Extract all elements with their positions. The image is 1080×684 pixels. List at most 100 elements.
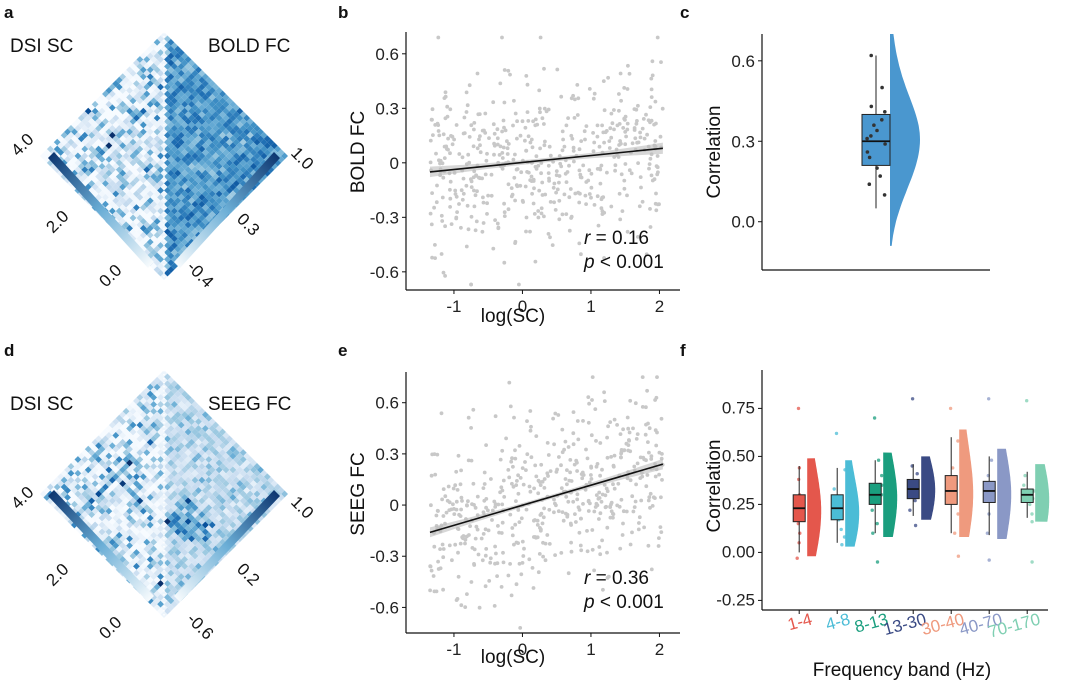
scatter-point xyxy=(461,176,466,181)
scatter-point xyxy=(469,458,474,463)
heatmap-cell xyxy=(150,566,158,574)
heatmap-cell xyxy=(150,483,158,491)
heatmap-cell xyxy=(215,438,223,446)
heatmap-cell xyxy=(81,463,89,470)
heatmap-cell xyxy=(112,438,120,446)
heatmap-cell xyxy=(260,469,268,477)
scatter-point xyxy=(622,448,627,453)
heatmap-cell xyxy=(215,535,223,543)
colorbar-tick-label: 0.2 xyxy=(233,559,263,589)
scatter-point xyxy=(649,567,654,572)
heatmap-cell xyxy=(143,414,151,422)
heatmap-cell xyxy=(174,390,182,398)
scatter-point xyxy=(564,123,569,128)
heatmap-cell xyxy=(184,490,192,498)
heatmap-cell xyxy=(208,80,216,88)
heatmap-cell xyxy=(177,111,185,119)
data-point xyxy=(987,558,991,562)
heatmap-cell xyxy=(129,442,137,450)
scatter-point xyxy=(643,432,648,437)
heatmap-cell xyxy=(170,476,178,484)
scatter-point xyxy=(552,442,556,447)
heatmap-cell xyxy=(167,259,175,267)
scatter-point xyxy=(625,121,630,126)
heatmap-cell xyxy=(115,463,123,470)
heatmap-cell xyxy=(150,97,158,105)
heatmap-cell xyxy=(181,521,189,529)
scatter-point xyxy=(524,74,529,78)
scatter-point xyxy=(597,517,601,521)
heatmap-cell xyxy=(133,73,140,81)
heatmap-cell xyxy=(129,504,137,512)
heatmap-cell xyxy=(122,483,130,491)
heatmap-cell xyxy=(170,428,178,436)
heatmap-cell xyxy=(105,190,113,198)
data-point xyxy=(795,556,799,560)
heatmap-cell xyxy=(177,173,185,181)
heatmap-cell xyxy=(229,128,237,136)
data-point xyxy=(865,150,870,154)
heatmap-cell xyxy=(122,180,130,187)
heatmap-cell xyxy=(243,487,251,494)
scatter-point xyxy=(580,470,585,475)
heatmap-cell xyxy=(195,149,202,156)
scatter-point xyxy=(533,463,538,468)
scatter-point xyxy=(601,587,605,592)
heatmap-cell xyxy=(181,211,189,218)
scatter-point xyxy=(635,119,639,123)
heatmap-cell xyxy=(188,459,195,467)
heatmap-cell xyxy=(133,487,140,494)
heatmap-cell xyxy=(133,418,140,426)
heatmap-cell xyxy=(232,449,240,457)
scatter-point xyxy=(605,170,609,175)
scatter-point xyxy=(539,206,544,211)
heatmap-cell xyxy=(267,145,275,153)
heatmap-cell xyxy=(212,173,220,181)
heatmap-cell xyxy=(226,456,233,463)
heatmap-cell xyxy=(198,435,206,443)
heatmap-cell xyxy=(181,562,189,570)
heatmap-cell xyxy=(222,438,230,446)
heatmap-cell xyxy=(160,370,168,377)
scatter-point xyxy=(634,121,639,126)
heatmap-cell xyxy=(98,432,106,439)
scatter-point xyxy=(612,486,617,491)
scatter-point xyxy=(601,79,606,83)
heatmap-cell xyxy=(153,383,161,391)
y-axis-label: Correlation xyxy=(704,106,725,199)
scatter-point xyxy=(619,497,624,502)
heatmap-cell xyxy=(133,473,140,481)
scatter-point xyxy=(528,178,533,183)
scatter-point xyxy=(461,191,466,196)
scatter-point xyxy=(575,497,580,502)
heatmap-cell xyxy=(239,483,247,491)
scatter-point xyxy=(548,235,552,240)
heatmap-cell xyxy=(164,69,171,77)
heatmap-cell xyxy=(188,404,195,412)
heatmap-cell xyxy=(122,207,130,215)
scatter-point xyxy=(492,152,496,157)
heatmap-cell xyxy=(67,469,75,477)
axes: -0.6-0.300.30.6-1 0 1 2 xyxy=(370,32,680,316)
heatmap-cell xyxy=(205,138,213,146)
heatmap-cell xyxy=(133,87,140,94)
heatmap-cell xyxy=(181,204,189,212)
scatter-point xyxy=(563,477,568,481)
scatter-point xyxy=(595,462,600,466)
heatmap-cell xyxy=(98,169,106,177)
scatter-point xyxy=(577,147,582,152)
heatmap-cell xyxy=(243,162,251,170)
stat-p-symbol: p xyxy=(583,592,595,613)
heatmap-cell xyxy=(201,411,209,419)
heatmap-cell xyxy=(170,104,178,112)
heatmap-cell xyxy=(95,180,102,187)
scatter-point xyxy=(612,108,616,112)
scatter-point xyxy=(567,228,572,233)
scatter-point xyxy=(484,547,489,551)
heatmap-cell xyxy=(164,76,171,84)
scatter-point xyxy=(449,134,453,138)
scatter-point xyxy=(454,123,459,127)
heatmap-cell xyxy=(153,542,161,550)
heatmap-cell xyxy=(239,469,247,477)
heatmap-cell xyxy=(260,131,268,139)
